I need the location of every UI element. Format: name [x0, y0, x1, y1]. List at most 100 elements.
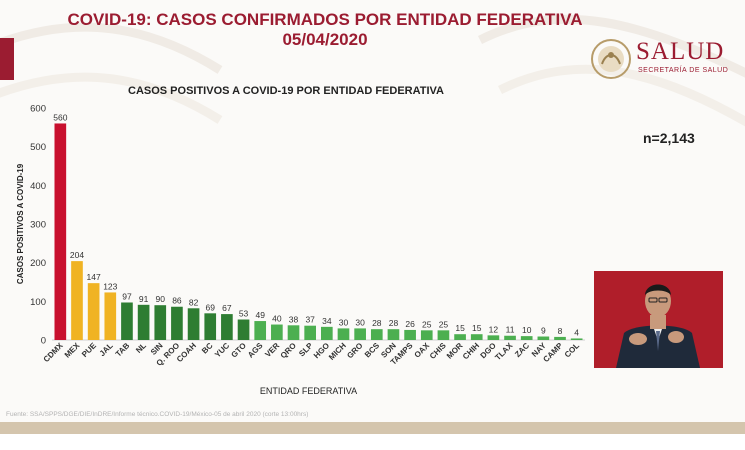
x-tick-label: VER	[263, 341, 281, 359]
bar	[554, 336, 566, 340]
logo-subtitle: SECRETARÍA DE SALUD	[638, 67, 729, 74]
bar-value-label: 38	[289, 314, 299, 324]
x-tick-label: MEX	[63, 341, 82, 360]
bar	[404, 329, 416, 340]
x-tick-label: ZAC	[513, 341, 531, 359]
bar	[520, 336, 533, 340]
y-tick-label: 200	[30, 258, 46, 269]
bar	[354, 328, 366, 340]
sign-language-interpreter	[594, 271, 723, 368]
chart-title: CASOS POSITIVOS A COVID-19 POR ENTIDAD F…	[128, 85, 444, 97]
bar-value-label: 147	[87, 272, 101, 282]
x-tick-label: OAX	[413, 341, 432, 360]
x-tick-label: NL	[134, 341, 148, 355]
bar-value-label: 560	[53, 112, 67, 122]
x-tick-label: YUC	[213, 341, 231, 359]
y-tick-label: 500	[30, 142, 46, 153]
bar	[420, 330, 433, 340]
bar-value-label: 4	[574, 327, 579, 337]
bar	[104, 292, 117, 340]
x-tick-label: MICH	[327, 341, 348, 362]
x-tick-label: GRO	[345, 341, 364, 360]
bar	[154, 305, 167, 340]
bar	[221, 314, 233, 340]
y-tick-label: 600	[30, 104, 46, 115]
bar-value-label: 30	[339, 317, 349, 327]
left-accent-bar	[0, 38, 14, 80]
logo-wordmark: SALUD	[636, 38, 725, 65]
x-tick-label: GTO	[229, 341, 248, 360]
bar-value-label: 49	[255, 310, 265, 320]
bar	[320, 326, 333, 340]
bar-value-label: 9	[541, 326, 546, 336]
bar	[187, 308, 200, 340]
bar	[570, 338, 583, 340]
bar-value-label: 34	[322, 316, 332, 326]
bar	[504, 335, 516, 340]
bar-value-label: 10	[522, 325, 532, 335]
page-title: COVID-19: CASOS CONFIRMADOS POR ENTIDAD …	[67, 10, 583, 29]
bar-value-label: 11	[506, 325, 515, 335]
bar-value-label: 26	[405, 319, 415, 329]
bar-value-label: 53	[239, 309, 249, 319]
salud-logo: SALUD SECRETARÍA DE SALUD	[590, 38, 740, 80]
y-tick-label: 0	[41, 336, 46, 347]
y-axis-label: CASOS POSITIVOS A COVID-19	[16, 163, 25, 284]
bar-chart: 0 100 200 300 400 500 600 CASOS POSITIVOS A COV…	[16, 104, 585, 396]
x-tick-label: CHIS	[428, 341, 448, 361]
x-tick-label: CHIH	[461, 341, 481, 361]
bar	[537, 336, 550, 340]
bar	[271, 324, 283, 340]
bar-value-label: 30	[355, 317, 365, 327]
bar-value-label: 67	[222, 303, 232, 313]
bar-value-label: 123	[103, 281, 117, 291]
bar-value-label: 86	[172, 296, 182, 306]
bar-value-label: 204	[70, 250, 84, 260]
x-tick-label: COL	[563, 341, 581, 359]
bar-value-label: 82	[189, 297, 199, 307]
bar	[304, 325, 317, 340]
bar	[254, 321, 267, 340]
x-tick-label: BCS	[363, 341, 382, 360]
bar-value-label: 15	[455, 323, 465, 333]
bar	[137, 304, 150, 340]
bottom-margin	[0, 434, 745, 450]
x-tick-label: AGS	[246, 341, 265, 360]
y-tick-label: 300	[30, 220, 46, 231]
x-tick-label: MOR	[445, 341, 465, 361]
page-date: 05/04/2020	[282, 30, 368, 49]
bar	[454, 334, 466, 340]
bar	[87, 283, 100, 340]
bar-value-label: 15	[472, 323, 482, 333]
bar-value-label: 25	[422, 319, 432, 329]
bar	[54, 123, 67, 340]
x-tick-label: COAH	[175, 341, 198, 364]
bar-value-label: 28	[372, 318, 382, 328]
bar	[121, 302, 133, 340]
x-tick-label: TLAX	[493, 341, 515, 363]
x-tick-label: JAL	[98, 341, 115, 358]
bar	[487, 335, 500, 340]
bar-value-label: 97	[122, 291, 132, 301]
bar-value-label: 25	[439, 319, 449, 329]
bar-value-label: 37	[305, 315, 315, 325]
x-axis-label: ENTIDAD FEDERATIVA	[260, 386, 357, 396]
x-tick-label: QRO	[279, 341, 298, 360]
bar	[204, 313, 217, 340]
bar	[437, 330, 450, 340]
bar	[171, 306, 183, 340]
bar	[470, 334, 483, 340]
x-tick-label: CAMP	[541, 341, 564, 364]
bar-value-label: 69	[206, 302, 216, 312]
seal-icon	[591, 39, 631, 79]
bar	[387, 329, 400, 340]
x-tick-label: TAB	[114, 341, 132, 359]
x-tick-label: PUE	[80, 341, 98, 359]
bar-value-label: 8	[558, 326, 563, 336]
bar-value-label: 40	[272, 314, 282, 324]
y-tick-label: 400	[30, 181, 46, 192]
footer-band	[0, 422, 745, 434]
bar	[71, 261, 83, 340]
bar	[287, 325, 300, 340]
